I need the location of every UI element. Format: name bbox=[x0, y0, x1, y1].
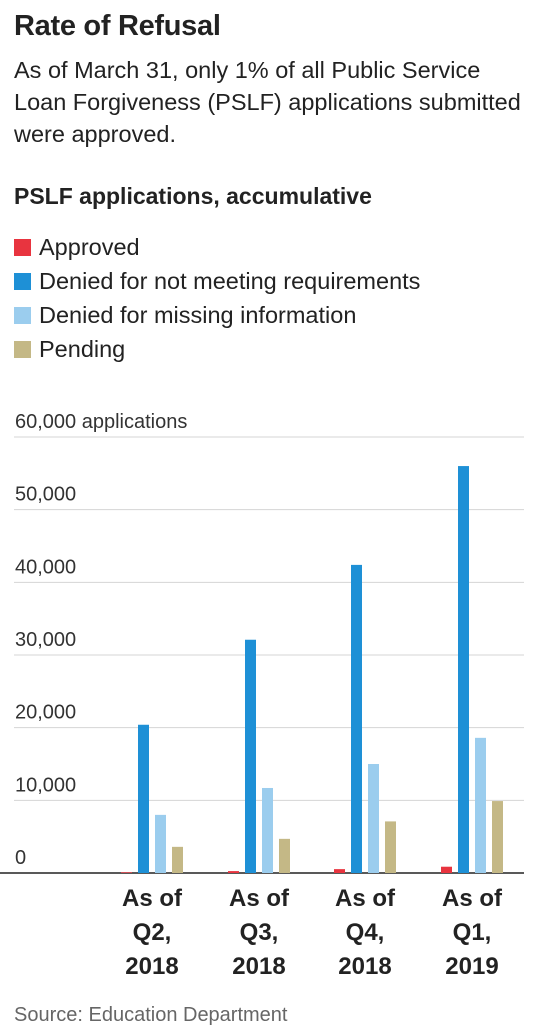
x-tick-label: 2018 bbox=[232, 953, 285, 980]
x-tick-label: Q4, bbox=[346, 919, 385, 946]
bar-approved bbox=[121, 872, 132, 873]
y-tick-label: 40,000 bbox=[15, 556, 76, 578]
legend-label-approved: Approved bbox=[39, 233, 140, 260]
legend-swatch-denied-requirements bbox=[14, 272, 31, 290]
x-tick-label: As of bbox=[122, 885, 183, 912]
y-tick-label: 20,000 bbox=[15, 702, 76, 724]
x-tick-label: 2018 bbox=[338, 953, 391, 980]
source-note: Source: Education Department bbox=[14, 1004, 288, 1026]
bar-denied-for-not-meeting-requirements bbox=[351, 564, 362, 873]
bar-approved bbox=[228, 871, 239, 873]
chart-subtitle: As of March 31, only 1% of all Public Se… bbox=[14, 57, 521, 147]
y-tick-label: 50,000 bbox=[15, 484, 76, 506]
x-tick-label: 2019 bbox=[445, 953, 498, 980]
x-tick-label: Q1, bbox=[453, 919, 492, 946]
bar-denied-for-missing-information bbox=[368, 764, 379, 873]
bar-pending bbox=[385, 821, 396, 873]
legend-item-denied-missing-info: Denied for missing information bbox=[14, 298, 420, 332]
x-tick-label: Q2, bbox=[133, 919, 172, 946]
legend-item-denied-requirements: Denied for not meeting requirements bbox=[14, 264, 420, 298]
legend-item-pending: Pending bbox=[14, 332, 420, 366]
bar-denied-for-not-meeting-requirements bbox=[458, 466, 469, 873]
legend: Approved Denied for not meeting requirem… bbox=[14, 230, 420, 366]
bar-pending bbox=[279, 838, 290, 873]
legend-label-pending: Pending bbox=[39, 335, 126, 362]
y-tick-label: 30,000 bbox=[15, 629, 76, 651]
legend-label-denied-requirements: Denied for not meeting requirements bbox=[39, 267, 421, 294]
x-tick-label: As of bbox=[229, 885, 290, 912]
bar-denied-for-not-meeting-requirements bbox=[245, 639, 256, 873]
bar-denied-for-missing-information bbox=[155, 814, 166, 873]
bar-denied-for-missing-information bbox=[262, 787, 273, 873]
bar-approved bbox=[441, 866, 452, 873]
legend-swatch-denied-missing-info bbox=[14, 306, 31, 324]
bar-denied-for-missing-information bbox=[475, 737, 486, 873]
legend-label-denied-missing-info: Denied for missing information bbox=[39, 301, 357, 328]
y-tick-label: 0 bbox=[15, 847, 26, 869]
bar-chart: 0 10,000 20,000 30,000 40,000 50,000 60,000 ap… bbox=[0, 411, 524, 980]
bar-pending bbox=[492, 801, 503, 873]
bar-denied-for-not-meeting-requirements bbox=[138, 724, 149, 873]
x-tick-label: As of bbox=[335, 885, 396, 912]
x-tick-label: Q3, bbox=[240, 919, 279, 946]
bar-pending bbox=[172, 846, 183, 873]
legend-swatch-pending bbox=[14, 340, 31, 358]
chart-section-title: PSLF applications, accumulative bbox=[14, 183, 372, 209]
y-tick-label: 60,000 applications bbox=[15, 411, 187, 433]
x-tick-label: 2018 bbox=[125, 953, 178, 980]
y-tick-label: 10,000 bbox=[15, 774, 76, 796]
legend-item-approved: Approved bbox=[14, 230, 420, 264]
x-tick-label: As of bbox=[442, 885, 503, 912]
chart-title-heading: Rate of Refusal bbox=[14, 10, 221, 42]
legend-swatch-approved bbox=[14, 238, 31, 256]
bar-approved bbox=[334, 869, 345, 873]
